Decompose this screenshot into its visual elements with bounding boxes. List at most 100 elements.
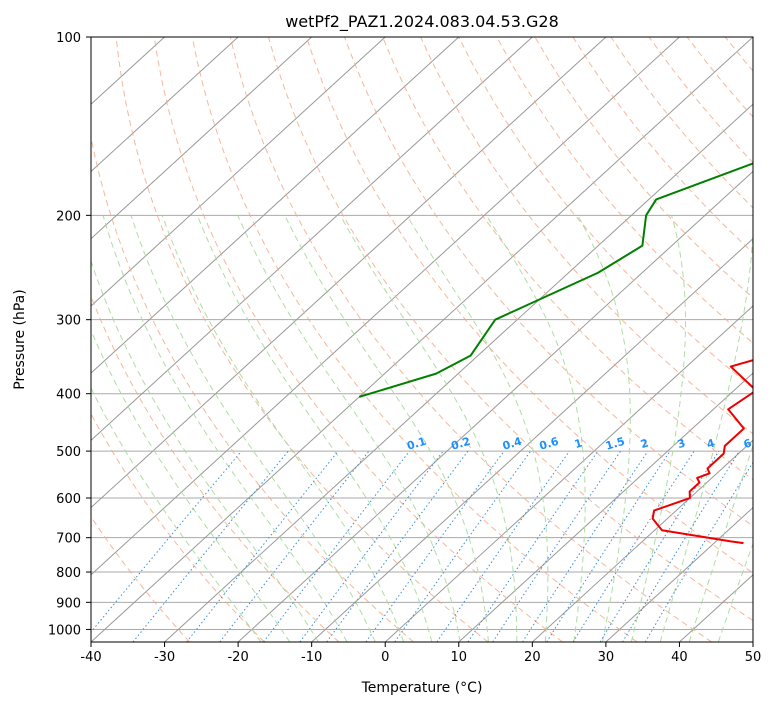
y-axis-ticks: 100 200 300 400 500 600 700 800 900 1000: [48, 31, 91, 638]
isotherm-line: [531, 439, 753, 642]
moist-adiabat-line: [102, 215, 348, 642]
mixing-ratio-line: [467, 450, 599, 642]
dry-adiabat-line: [91, 412, 265, 642]
mixing-ratio-line: [572, 450, 695, 642]
dry-adiabat-line: [115, 37, 489, 642]
sounding-profiles: [358, 162, 753, 545]
isotherm-line: [384, 305, 753, 642]
isotherm-line: [164, 103, 753, 642]
dry-adiabat-line: [496, 37, 753, 344]
y-tick-label: 400: [56, 388, 81, 403]
x-tick-label: 10: [451, 650, 468, 665]
mixing-ratio-line: [186, 450, 339, 642]
x-tick-label: 20: [524, 650, 541, 665]
mixing-ratio-label: 1.5: [604, 435, 626, 453]
isotherm-line: [458, 372, 753, 642]
x-axis-label: Temperature (°C): [361, 680, 483, 696]
moist-adiabat-line: [161, 215, 405, 642]
y-tick-label: 200: [56, 209, 81, 224]
background-line-labels: 0.10.20.40.611.52346810131620253036-100-…: [405, 435, 753, 453]
moist-adiabat-line: [237, 215, 461, 642]
moist-adiabat-line: [688, 443, 753, 642]
y-tick-label: 600: [56, 492, 81, 507]
mixing-ratio-line: [394, 450, 532, 642]
y-tick-label: 800: [56, 566, 81, 581]
mixing-ratio-line: [365, 450, 505, 642]
dry-adiabat-line: [305, 37, 753, 574]
y-axis-label: Pressure (hPa): [12, 289, 28, 389]
moist-adiabat-line: [630, 215, 686, 642]
x-axis-ticks: -40 -30 -20 -10 0 10 20 30 40 50: [80, 642, 761, 665]
y-tick-label: 1000: [48, 623, 81, 638]
x-tick-label: 50: [745, 650, 762, 665]
isotherm-line: [91, 37, 533, 442]
dry-adiabat-line: [534, 37, 753, 299]
mixing-ratio-label: 6: [742, 436, 753, 451]
mixing-ratio-line: [436, 450, 570, 642]
dry-adiabat-line: [153, 37, 563, 642]
isotherm-line: [91, 37, 386, 307]
mixing-ratio-line: [132, 450, 289, 642]
isotherm-line: [605, 506, 753, 642]
mixing-ratio-label: 1: [573, 436, 584, 451]
dry-adiabat-line: [267, 37, 753, 622]
mixing-ratio-label: 0.2: [449, 435, 471, 453]
isotherm-lines: [91, 37, 753, 642]
moist-adiabat-line: [577, 215, 631, 642]
x-tick-label: 0: [381, 650, 389, 665]
dry-adiabat-line: [382, 37, 753, 481]
isobar-lines: [91, 37, 753, 630]
mixing-ratio-label: 4: [705, 436, 716, 451]
dry-adiabat-line: [229, 37, 713, 642]
y-tick-label: 100: [56, 31, 81, 46]
plot-area: 0.10.20.40.611.52346810131620253036-100-…: [91, 37, 753, 642]
mixing-ratio-line: [263, 450, 410, 642]
x-tick-label: -10: [301, 650, 322, 665]
dry-adiabat-line: [91, 134, 414, 642]
isotherm-line: [91, 37, 607, 509]
mixing-ratio-line: [522, 450, 649, 642]
y-tick-label: 700: [56, 532, 81, 547]
dry-adiabat-line: [344, 37, 753, 527]
dewpoint-profile-line: [358, 162, 753, 398]
y-tick-label: 900: [56, 596, 81, 611]
dry-adiabat-line: [91, 515, 191, 642]
x-tick-label: -20: [227, 650, 248, 665]
mixing-ratio-line: [326, 450, 469, 642]
mixing-ratio-line: [492, 450, 622, 642]
moist-adiabat-line: [130, 215, 376, 642]
mixing-ratio-label: 2: [639, 436, 650, 451]
chart-title: wetPf2_PAZ1.2024.083.04.53.G28: [285, 12, 559, 32]
isotherm-line: [91, 37, 239, 173]
moist-adiabat-line: [196, 215, 433, 642]
y-tick-label: 300: [56, 314, 81, 329]
mixing-ratio-line: [599, 450, 720, 642]
mixing-ratio-line: [91, 450, 242, 633]
moist-adiabat-line: [91, 259, 319, 642]
moist-adiabat-line: [339, 215, 518, 642]
isotherm-line: [311, 237, 753, 642]
mixing-ratio-label: 0.4: [501, 435, 524, 453]
isotherm-line: [91, 37, 680, 576]
isotherm-line: [91, 37, 460, 374]
x-tick-label: -30: [154, 650, 175, 665]
mixing-ratio-lines: [91, 450, 753, 642]
moist-adiabat-line: [406, 215, 549, 642]
mixing-ratio-line: [299, 450, 444, 642]
mixing-ratio-line: [546, 450, 671, 642]
isotherm-line: [91, 37, 313, 240]
y-tick-label: 500: [56, 445, 81, 460]
moist-adiabat-lines: [91, 215, 753, 642]
plot-frame: [90, 36, 754, 643]
temperature-profile-line: [651, 359, 753, 545]
x-tick-label: 30: [598, 650, 615, 665]
mixing-ratio-label: 0.1: [405, 435, 427, 453]
moist-adiabat-line: [485, 215, 586, 642]
moist-adiabat-line: [91, 386, 262, 642]
x-tick-label: -40: [80, 650, 101, 665]
mixing-ratio-label: 3: [676, 436, 687, 451]
mixing-ratio-label: 0.6: [538, 435, 561, 453]
x-tick-label: 40: [671, 650, 688, 665]
isotherm-line: [91, 37, 753, 642]
